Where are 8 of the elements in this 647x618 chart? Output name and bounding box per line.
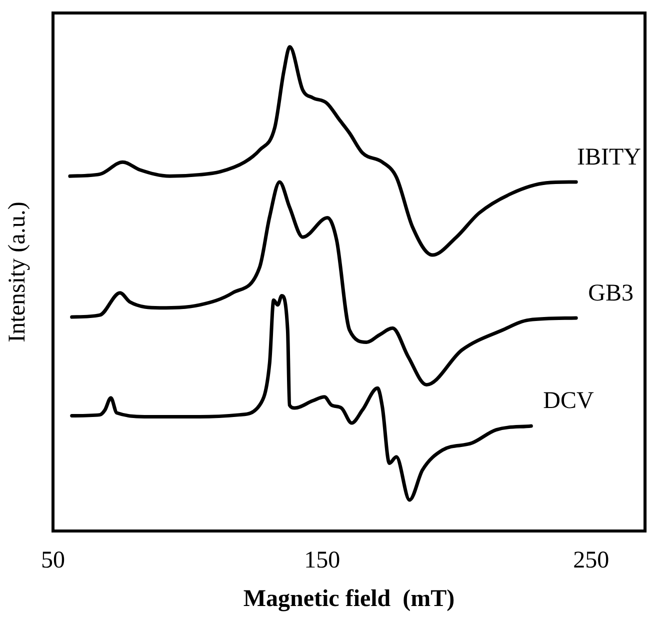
x-axis-title: Magnetic field (mT) [243,586,455,612]
series-label: IBITY [577,144,641,170]
x-tick-label: 250 [573,548,610,574]
y-axis-title: Intensity (a.u.) [4,202,31,342]
series-label: DCV [543,388,595,414]
series-label: GB3 [588,280,634,306]
x-tick-label: 50 [41,548,65,574]
x-tick-label: 150 [304,548,340,574]
